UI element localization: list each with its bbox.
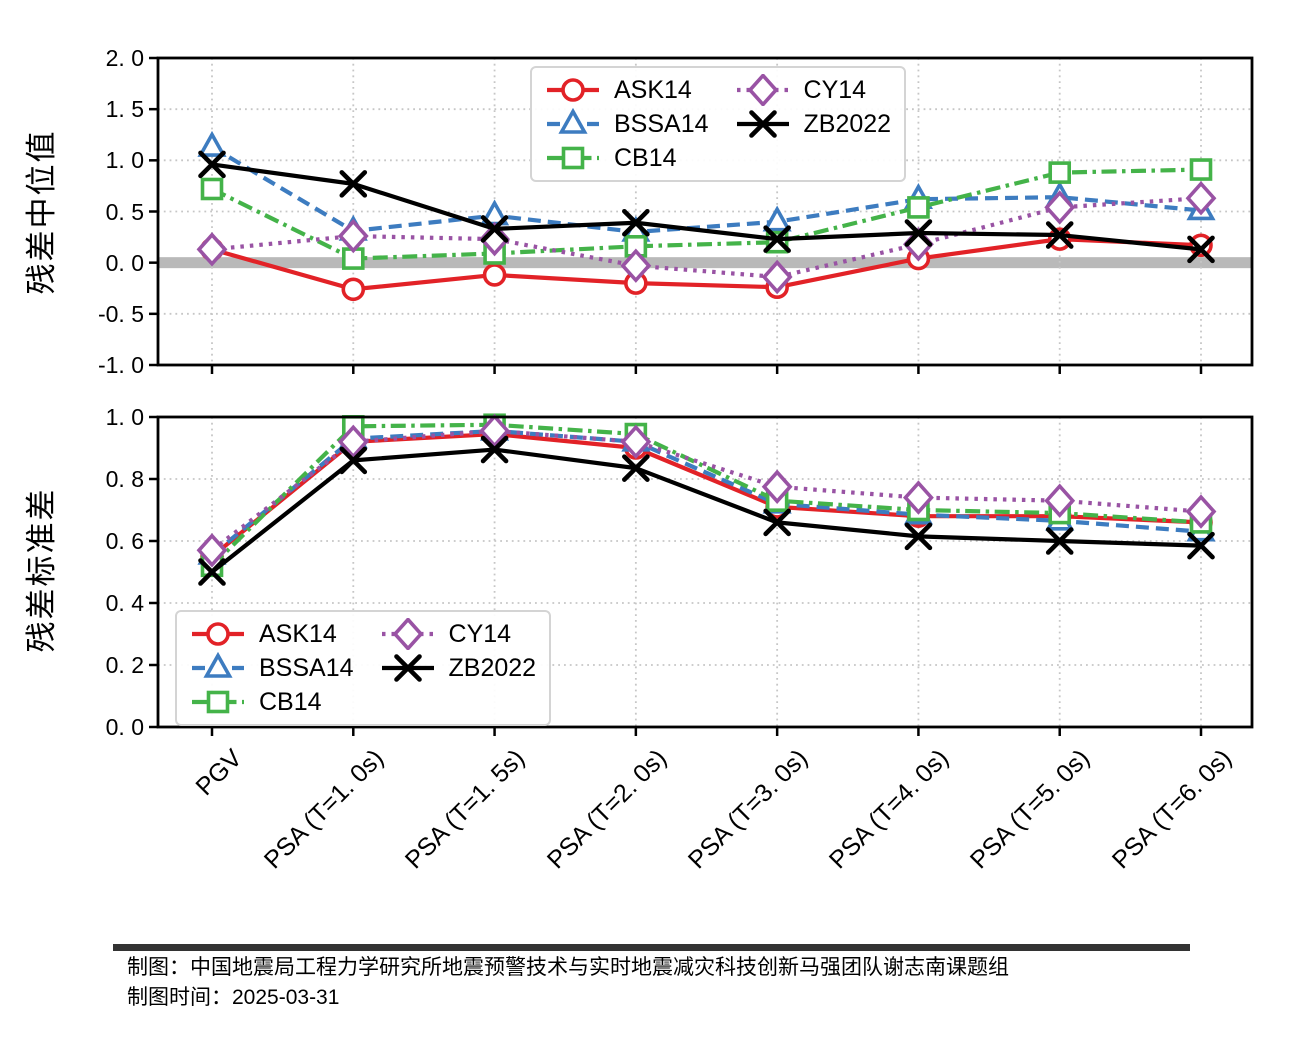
legend-label: CB14 [259,687,322,716]
y-tick-label: -0. 5 [97,300,144,327]
y-tick-label: 0. 6 [105,528,144,554]
triangle-marker-icon [192,652,244,678]
diamond-marker-icon [736,74,789,106]
circle-marker-icon [547,78,599,102]
y-tick-label: 1. 5 [105,96,144,123]
legend-item-cy14: CY14 [735,73,892,107]
caption-credit: 制图：中国地震局工程力学研究所地震预警技术与实时地震减灾科技创新马强团队谢志南课… [127,956,1009,979]
legend-label: ZB2022 [803,109,892,138]
caption-separator [113,944,1190,951]
caption-date: 制图时间：2025-03-31 [127,986,340,1009]
legend-item-cy14: CY14 [380,617,537,651]
legend-label: BSSA14 [614,109,709,138]
y-tick-label: 0. 2 [105,652,144,678]
legend-label: ASK14 [259,619,337,648]
std-residual-chart [149,413,1254,736]
square-marker-icon [547,146,599,170]
legend-item-bssa14: BSSA14 [190,651,354,685]
legend-label: ASK14 [614,75,692,104]
legend-label: ZB2022 [448,653,537,682]
legend-item-cb14: CB14 [545,141,709,175]
y-tick-label: 2. 0 [105,45,144,71]
y-tick-label: 1. 0 [105,147,144,174]
y-tick-label: -1. 0 [97,352,144,378]
y-tick-label: 0. 4 [105,590,144,616]
y-tick-label: 0. 0 [105,714,144,740]
y-tick-label: 0. 8 [105,466,144,492]
legend-bottom-chart: ASK14 BSSA14 CB14 CY14 ZB2022 [175,610,552,726]
square-marker-icon [192,690,244,714]
legend-item-ask14: ASK14 [545,73,709,107]
legend-item-bssa14: BSSA14 [545,107,709,141]
diamond-marker-icon [381,618,434,650]
x-marker-icon [381,654,434,682]
legend-item-zb2022: ZB2022 [380,651,537,685]
legend-item-zb2022: ZB2022 [735,107,892,141]
caption: 制图：中国地震局工程力学研究所地震预警技术与实时地震减灾科技创新马强团队谢志南课… [127,953,1009,1013]
triangle-marker-icon [547,108,599,134]
y-tick-label: 0. 5 [105,198,144,225]
legend-top-chart: ASK14 BSSA14 CB14 CY14 ZB2022 [530,66,907,182]
legend-item-ask14: ASK14 [190,617,354,651]
legend-label: CB14 [614,143,677,172]
circle-marker-icon [192,622,244,646]
legend-item-cb14: CB14 [190,685,354,719]
y-tick-label: 0. 0 [105,249,144,276]
median-residual-chart [149,56,1254,374]
legend-label: CY14 [803,75,867,104]
legend-label: BSSA14 [259,653,354,682]
legend-label: CY14 [448,619,512,648]
y-tick-label: 1. 0 [105,404,144,430]
x-marker-icon [736,110,789,138]
